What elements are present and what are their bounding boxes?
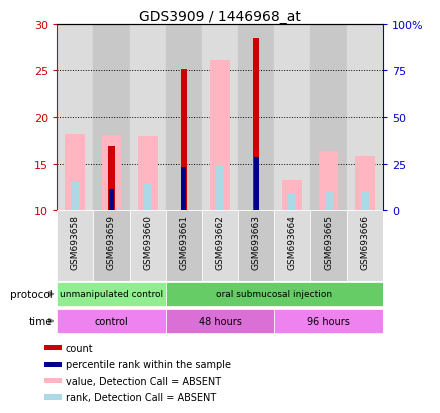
Bar: [253, 158, 259, 211]
Bar: [57, 309, 166, 333]
Bar: [44, 378, 62, 383]
Bar: [288, 194, 296, 211]
Text: GSM693663: GSM693663: [252, 214, 260, 269]
Bar: [44, 362, 62, 367]
Text: rank, Detection Call = ABSENT: rank, Detection Call = ABSENT: [66, 392, 216, 402]
Bar: [166, 211, 202, 281]
Text: time: time: [29, 316, 53, 326]
Text: GSM693661: GSM693661: [180, 214, 188, 269]
Bar: [93, 25, 129, 211]
Bar: [319, 152, 338, 211]
Bar: [93, 211, 129, 281]
Bar: [144, 185, 152, 211]
Bar: [57, 282, 166, 306]
Text: GSM693665: GSM693665: [324, 214, 333, 269]
Text: protocol: protocol: [10, 289, 53, 299]
Bar: [311, 211, 347, 281]
Bar: [355, 157, 375, 211]
Bar: [202, 211, 238, 281]
Bar: [216, 167, 224, 211]
Bar: [347, 211, 383, 281]
Bar: [210, 61, 230, 211]
Bar: [238, 25, 274, 211]
Bar: [253, 39, 260, 211]
Bar: [361, 192, 369, 211]
Bar: [325, 192, 333, 211]
Bar: [274, 309, 383, 333]
Bar: [282, 181, 302, 211]
Text: percentile rank within the sample: percentile rank within the sample: [66, 359, 231, 369]
Bar: [180, 70, 187, 211]
Bar: [166, 282, 383, 306]
Text: control: control: [95, 316, 128, 326]
Text: GSM693659: GSM693659: [107, 214, 116, 269]
Bar: [311, 25, 347, 211]
Text: 48 hours: 48 hours: [198, 316, 242, 326]
Text: unmanipulated control: unmanipulated control: [60, 290, 163, 299]
Bar: [166, 309, 274, 333]
Text: GSM693658: GSM693658: [71, 214, 80, 269]
Bar: [102, 135, 121, 211]
Bar: [138, 136, 158, 211]
Bar: [129, 211, 166, 281]
Bar: [238, 211, 274, 281]
Title: GDS3909 / 1446968_at: GDS3909 / 1446968_at: [139, 10, 301, 24]
Bar: [57, 25, 93, 211]
Bar: [166, 25, 202, 211]
Bar: [71, 183, 79, 211]
Bar: [57, 211, 93, 281]
Bar: [181, 168, 187, 211]
Bar: [107, 188, 115, 211]
Bar: [129, 25, 166, 211]
Text: value, Detection Call = ABSENT: value, Detection Call = ABSENT: [66, 376, 221, 386]
Bar: [109, 189, 114, 211]
Bar: [108, 147, 115, 211]
Text: 96 hours: 96 hours: [307, 316, 350, 326]
Bar: [274, 211, 311, 281]
Text: oral submucosal injection: oral submucosal injection: [216, 290, 332, 299]
Text: GSM693662: GSM693662: [216, 214, 224, 269]
Bar: [66, 135, 85, 211]
Text: GSM693664: GSM693664: [288, 214, 297, 269]
Bar: [44, 394, 62, 400]
Text: GSM693660: GSM693660: [143, 214, 152, 269]
Bar: [202, 25, 238, 211]
Text: GSM693666: GSM693666: [360, 214, 369, 269]
Bar: [347, 25, 383, 211]
Text: count: count: [66, 343, 93, 353]
Bar: [274, 25, 311, 211]
Bar: [44, 345, 62, 351]
